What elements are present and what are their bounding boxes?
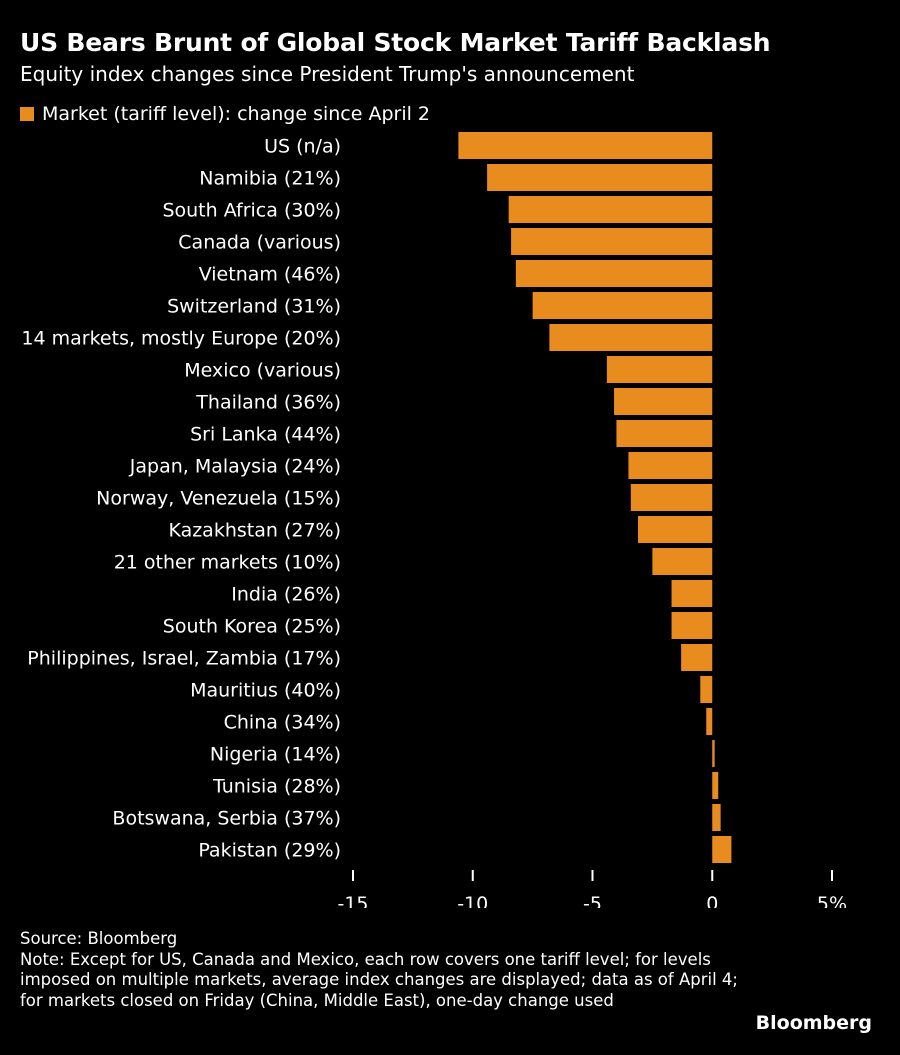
bar	[614, 388, 713, 415]
bar	[681, 644, 713, 671]
x-tick-label: 0	[706, 893, 718, 908]
category-label: Botswana, Serbia (37%)	[112, 808, 341, 830]
bar	[487, 164, 713, 191]
category-label: 21 other markets (10%)	[114, 552, 341, 574]
bar	[549, 324, 713, 351]
bar	[652, 548, 713, 575]
bar	[712, 836, 732, 863]
category-label: Canada (various)	[178, 232, 341, 254]
category-label: Tunisia (28%)	[212, 776, 341, 798]
category-label: Thailand (36%)	[195, 392, 341, 414]
bar-chart: US (n/a) Namibia (21%) South Africa (30%) C…	[21, 132, 847, 908]
footnote: Note: Except for US, Canada and Mexico, …	[20, 949, 738, 1010]
x-tick-label: -5	[583, 893, 602, 908]
category-label: US (n/a)	[264, 136, 341, 158]
bar	[616, 420, 713, 447]
category-label: 14 markets, mostly Europe (20%)	[21, 328, 341, 350]
bar	[532, 292, 713, 319]
category-label: Philippines, Israel, Zambia (17%)	[27, 648, 341, 670]
category-label: Pakistan (29%)	[198, 840, 341, 862]
x-tick-label: -15	[337, 893, 368, 908]
source-note: Source: Bloomberg	[20, 929, 178, 948]
bloomberg-logo: Bloomberg	[755, 1012, 872, 1034]
category-label: China (34%)	[224, 712, 341, 734]
category-label: South Korea (25%)	[163, 616, 341, 638]
category-label: Kazakhstan (27%)	[168, 520, 341, 542]
bar	[630, 484, 713, 511]
chart-footer: Source: Bloomberg Note: Except for US, C…	[20, 929, 740, 1011]
x-tick-label: 5%	[817, 893, 847, 908]
chart-subtitle: Equity index changes since President Tru…	[20, 62, 635, 86]
chart-legend: Market (tariff level): change since Apri…	[20, 103, 430, 125]
x-tick-label: -10	[457, 893, 488, 908]
bar	[712, 804, 721, 831]
bar	[706, 708, 713, 735]
category-label: Mauritius (40%)	[190, 680, 341, 702]
category-label: Japan, Malaysia (24%)	[129, 456, 341, 478]
chart-title: US Bears Brunt of Global Stock Market Ta…	[20, 28, 771, 57]
bar	[638, 516, 713, 543]
category-label: Nigeria (14%)	[210, 744, 341, 766]
bar	[628, 452, 713, 479]
legend-swatch	[20, 107, 34, 121]
bar	[712, 740, 715, 767]
category-label: Mexico (various)	[184, 360, 341, 382]
category-label: Switzerland (31%)	[167, 296, 341, 318]
bar	[700, 676, 713, 703]
category-label: Norway, Venezuela (15%)	[96, 488, 341, 510]
category-label: Sri Lanka (44%)	[190, 424, 341, 446]
category-label: Vietnam (46%)	[199, 264, 341, 286]
bar	[671, 612, 713, 639]
bar	[606, 356, 713, 383]
bar	[511, 228, 713, 255]
category-label: India (26%)	[231, 584, 341, 606]
bar	[515, 260, 713, 287]
category-label: Namibia (21%)	[199, 168, 341, 190]
bar	[508, 196, 713, 223]
bar	[712, 772, 719, 799]
bar	[458, 132, 713, 159]
category-label: South Africa (30%)	[162, 200, 341, 222]
legend-label: Market (tariff level): change since Apri…	[42, 103, 431, 125]
bar	[671, 580, 713, 607]
